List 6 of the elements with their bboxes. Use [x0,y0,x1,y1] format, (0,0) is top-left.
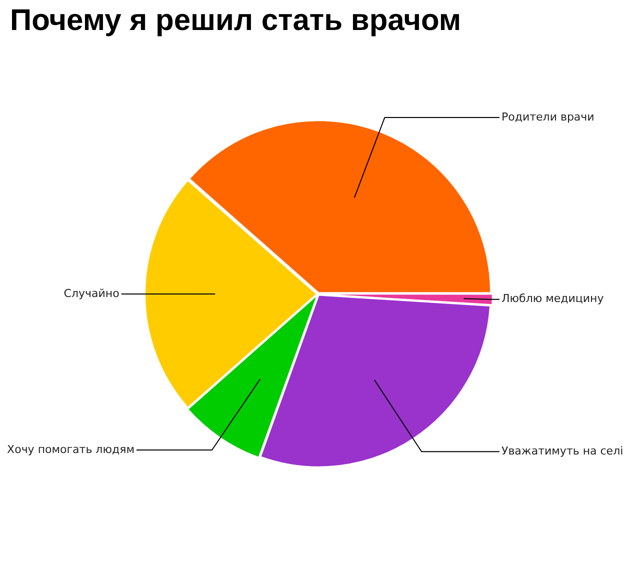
chart-title: Почему я решил стать врачом [10,4,462,38]
slice-label: Хочу помогать людям [7,442,134,456]
slice-label: Уважатимуть на селі [502,444,624,458]
slice-label: Люблю медицину [502,292,604,306]
slice-label: Случайно [64,286,120,300]
slice-label: Родители врачи [502,110,594,124]
